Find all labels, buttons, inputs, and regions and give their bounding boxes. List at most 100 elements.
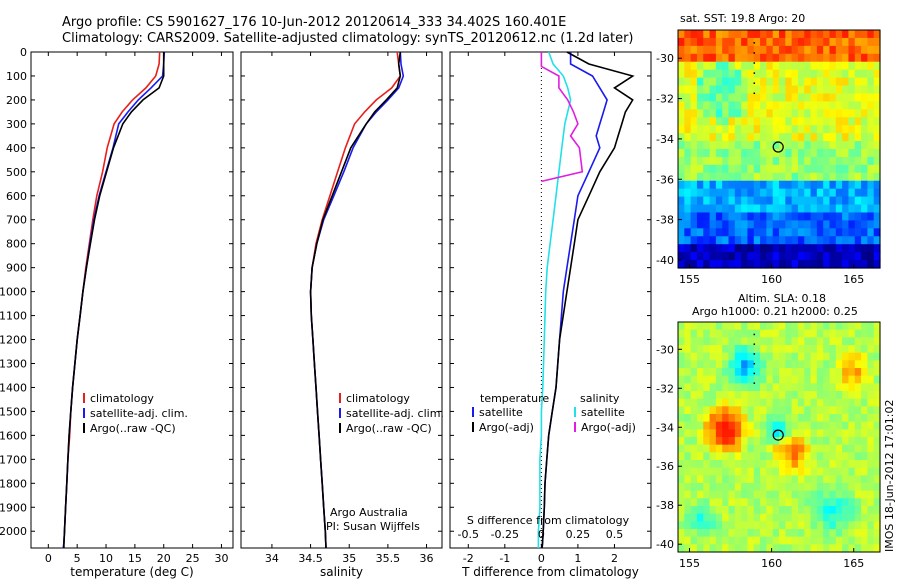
map-cell <box>848 69 856 79</box>
map-cell <box>747 180 755 190</box>
map-cell <box>753 45 761 55</box>
difference-panel: -2 -1 0 1 2T difference from climatologytemp… <box>449 51 652 579</box>
map-cell <box>734 360 742 369</box>
map-cell <box>797 93 805 102</box>
map-cell <box>684 544 692 553</box>
coast-dot <box>753 372 756 375</box>
y-tick-label: 1800 <box>0 477 27 490</box>
map-cell <box>760 513 767 522</box>
map-cell <box>747 368 755 377</box>
map-cell <box>678 368 685 377</box>
map-cell <box>715 61 723 71</box>
map-cell <box>703 180 711 190</box>
map-cell <box>703 30 711 39</box>
map-cell <box>816 490 824 499</box>
map-cell <box>741 109 749 118</box>
map-cell <box>747 498 755 507</box>
map-cell <box>791 53 799 63</box>
map-cell <box>772 360 780 369</box>
map-cell <box>678 125 685 134</box>
map-cell <box>848 61 856 71</box>
map-cell <box>722 429 730 438</box>
map-cell <box>835 460 843 469</box>
map-cell <box>684 529 692 538</box>
map-cell <box>684 236 692 245</box>
map-cell <box>791 252 799 261</box>
map-cell <box>854 329 862 338</box>
map-cell <box>867 244 875 253</box>
map-cell <box>715 244 723 253</box>
map-cell <box>867 101 875 110</box>
map-cell <box>728 172 736 182</box>
map-cell <box>703 109 711 118</box>
map-cell <box>760 414 767 423</box>
map-cell <box>696 421 704 430</box>
map-cell <box>690 375 698 384</box>
map-cell <box>741 236 749 245</box>
map-cell <box>848 37 856 47</box>
map-cell <box>785 368 793 377</box>
map-cell <box>684 93 692 102</box>
map-cell <box>684 475 692 484</box>
map-cell <box>747 337 755 346</box>
map-cell <box>728 45 736 55</box>
map-cell <box>848 414 856 423</box>
map-cell <box>785 77 793 87</box>
map-cell <box>867 437 875 446</box>
map-cell <box>867 368 875 377</box>
map-cell <box>734 490 742 499</box>
map-cell <box>816 141 824 150</box>
map-cell <box>696 260 704 269</box>
map-cell <box>848 444 856 453</box>
map-cell <box>804 93 812 102</box>
map-cell <box>709 85 717 95</box>
map-cell <box>848 212 856 221</box>
map-cell <box>867 220 875 229</box>
map-cell <box>779 452 786 461</box>
map-cell <box>823 352 831 361</box>
map-cell <box>747 452 755 461</box>
map-cell <box>779 252 786 261</box>
map-cell <box>797 498 805 507</box>
map-cell <box>797 61 805 71</box>
map-cell <box>709 61 717 71</box>
sla-map-panel: 155 160 165-30-32-34-36-38-40 <box>656 321 881 570</box>
map-cell <box>867 383 875 392</box>
map-cell <box>842 236 850 245</box>
map-cell <box>709 375 717 384</box>
map-cell <box>760 101 767 110</box>
map-cell <box>747 125 755 134</box>
map-cell <box>785 475 793 484</box>
map-cell <box>804 30 812 39</box>
map-cell <box>766 513 774 522</box>
map-cell <box>715 506 723 515</box>
map-cell <box>810 544 818 553</box>
map-cell <box>791 529 799 538</box>
map-cell <box>829 69 837 79</box>
map-cell <box>823 406 831 415</box>
map-y-tick-label: -32 <box>656 382 674 395</box>
map-cell <box>728 529 736 538</box>
map-cell <box>734 109 742 118</box>
map-cell <box>690 406 698 415</box>
map-cell <box>753 536 761 545</box>
map-cell <box>823 498 831 507</box>
map-cell <box>760 475 767 484</box>
map-cell <box>797 260 805 269</box>
map-cell <box>804 444 812 453</box>
map-cell <box>867 391 875 400</box>
map-cell <box>835 490 843 499</box>
map-cell <box>835 444 843 453</box>
map-cell <box>791 536 799 545</box>
map-cell <box>873 85 881 95</box>
map-cell <box>772 421 780 430</box>
map-cell <box>690 85 698 95</box>
sst-map-panel: 155 160 165-30-32-34-36-38-40 <box>656 29 881 286</box>
map-cell <box>804 475 812 484</box>
map-cell <box>861 77 868 87</box>
map-cell <box>785 85 793 95</box>
map-cell <box>772 180 780 190</box>
map-cell <box>766 228 774 237</box>
map-cell <box>753 521 761 530</box>
map-cell <box>690 483 698 492</box>
